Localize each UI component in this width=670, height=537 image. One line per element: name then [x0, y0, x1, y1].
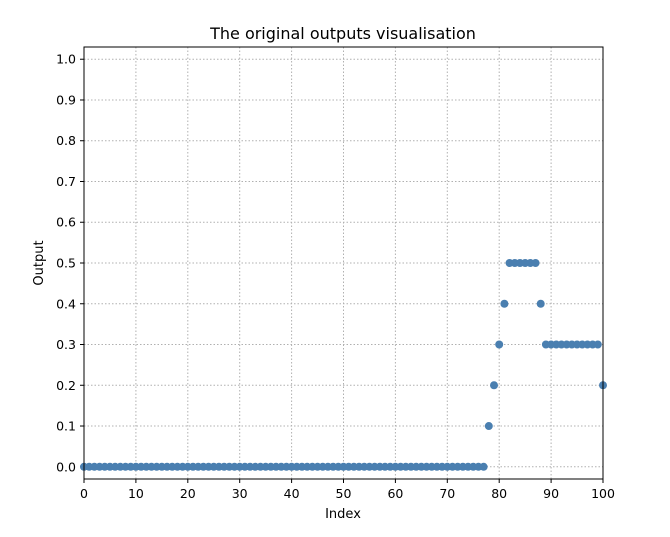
axis-ticks: 0 10 20 30 40 50 60 70 80 90 100 0.0 0.1 0.2 0.3 0.4 0.5… — [56, 52, 615, 501]
x-tick-label: 10 — [128, 486, 144, 501]
x-tick-label: 100 — [591, 486, 615, 501]
y-tick-label: 0.3 — [56, 337, 76, 352]
x-tick-label: 70 — [439, 486, 455, 501]
x-tick-label: 40 — [284, 486, 300, 501]
y-tick-label: 0.2 — [56, 378, 76, 393]
x-axis-label: Index — [325, 507, 361, 522]
x-tick-label: 60 — [387, 486, 403, 501]
data-point — [479, 462, 488, 471]
y-tick-label: 0.1 — [56, 419, 76, 434]
y-tick-label: 0.4 — [56, 296, 76, 311]
y-tick-label: 0.6 — [56, 215, 76, 230]
x-tick-label: 90 — [543, 486, 559, 501]
x-tick-label: 30 — [232, 486, 248, 501]
x-tick-label: 20 — [180, 486, 196, 501]
chart-title: The original outputs visualisation — [209, 24, 476, 43]
data-point — [484, 422, 493, 431]
data-point — [500, 299, 509, 308]
y-tick-label: 0.5 — [56, 256, 76, 271]
y-tick-label: 0.7 — [56, 174, 76, 189]
plot-frame — [83, 46, 604, 480]
data-point — [536, 299, 545, 308]
data-point — [490, 381, 499, 390]
data-point — [531, 259, 540, 267]
y-tick-label: 0.9 — [56, 92, 76, 107]
data-points — [80, 259, 607, 471]
x-tick-label: 50 — [336, 486, 352, 501]
data-point — [495, 340, 504, 349]
x-tick-label: 0 — [80, 486, 88, 501]
y-axis-label: Output — [32, 240, 47, 285]
y-tick-label: 0.8 — [56, 133, 76, 148]
y-tick-label: 1.0 — [56, 52, 76, 67]
data-point — [593, 340, 602, 349]
x-tick-label: 80 — [491, 486, 507, 501]
y-tick-label: 0.0 — [56, 459, 76, 474]
